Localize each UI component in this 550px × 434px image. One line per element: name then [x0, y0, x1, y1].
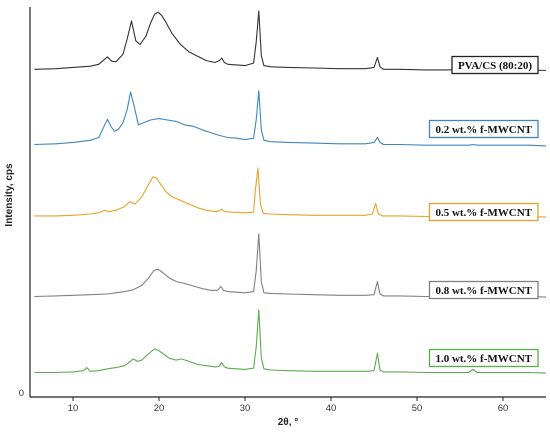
series-group [34, 10, 547, 374]
x-tick-label-30: 30 [240, 403, 251, 414]
series-line-4 [34, 233, 547, 298]
y-origin-label: 0 [19, 388, 24, 399]
legend-box-4 [428, 280, 539, 300]
legend-label-4: 0.8 wt.% f-MWCNT [435, 285, 532, 297]
legend-label-5: 1.0 wt.% f-MWCNT [435, 353, 532, 365]
axes: 0 2θ, ° Intensity, cps [4, 7, 546, 428]
legend-box-2 [428, 119, 539, 139]
series-line-5 [34, 309, 547, 374]
x-tick-label-60: 60 [498, 403, 509, 414]
legend: PVA/CS (80:20) 0.2 wt.% f-MWCNT 0.5 wt.% f… [428, 55, 539, 368]
y-axis-title: Intensity, cps [4, 163, 15, 227]
legend-label-1: PVA/CS (80:20) [458, 60, 532, 72]
series-line-1 [34, 10, 547, 72]
legend-box-3 [428, 202, 539, 222]
x-ticks: 10 20 30 40 50 60 [68, 397, 509, 414]
series-line-2 [34, 90, 547, 147]
series-line-3 [34, 167, 547, 218]
x-tick-label-50: 50 [412, 403, 423, 414]
x-axis-title: 2θ, ° [278, 417, 299, 428]
legend-box-5 [428, 348, 539, 368]
legend-label-2: 0.2 wt.% f-MWCNT [435, 124, 532, 136]
x-tick-label-20: 20 [154, 403, 165, 414]
x-tick-label-40: 40 [326, 403, 337, 414]
x-tick-label-10: 10 [68, 403, 79, 414]
legend-box-1 [451, 55, 539, 75]
legend-label-3: 0.5 wt.% f-MWCNT [435, 207, 532, 219]
